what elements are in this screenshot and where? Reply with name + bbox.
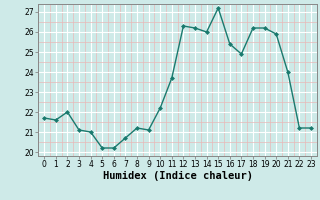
X-axis label: Humidex (Indice chaleur): Humidex (Indice chaleur) <box>103 171 252 181</box>
